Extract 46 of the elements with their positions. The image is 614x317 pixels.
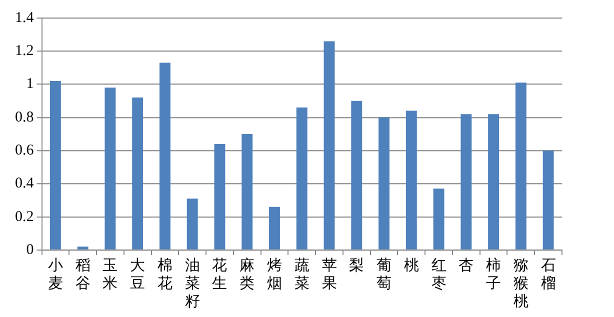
bar xyxy=(324,41,335,250)
x-tick-label: 油菜籽 xyxy=(184,256,200,310)
y-tick-label: 0.6 xyxy=(15,142,34,159)
x-tick-label: 红枣 xyxy=(431,256,446,292)
x-tick-label: 麻类 xyxy=(240,256,255,292)
y-tick-label: 0.2 xyxy=(15,208,34,225)
bar xyxy=(159,62,170,250)
y-tick-label: 0 xyxy=(26,242,34,258)
x-tick-label: 石榴 xyxy=(540,258,556,292)
bar xyxy=(50,80,61,250)
bar xyxy=(488,114,500,250)
y-tick-label: 0.4 xyxy=(15,176,34,192)
x-tick-label: 猕猴桃 xyxy=(513,258,528,310)
bar xyxy=(214,144,226,250)
x-tick-label: 梨 xyxy=(349,256,364,274)
y-tick-label: 0.8 xyxy=(15,109,34,126)
bar xyxy=(242,134,253,250)
x-tick-label: 杏 xyxy=(458,256,474,274)
bar xyxy=(351,100,362,250)
x-tick-label: 稻谷 xyxy=(75,258,90,292)
y-tick-label: 1.2 xyxy=(15,43,34,60)
x-tick-label: 桃 xyxy=(404,256,419,274)
bar xyxy=(186,198,198,250)
x-tick-label: 小麦 xyxy=(48,256,63,292)
x-tick-label: 烤烟 xyxy=(266,256,282,292)
x-tick-label: 玉米 xyxy=(102,258,118,292)
bar xyxy=(104,88,116,250)
x-tick-label: 苹果 xyxy=(322,256,337,292)
y-tick-label: 1 xyxy=(26,76,34,92)
y-tick-label: 1.4 xyxy=(15,10,34,26)
bar xyxy=(296,107,308,250)
bar xyxy=(378,117,390,250)
x-tick-label: 棉花 xyxy=(157,256,172,292)
x-tick-label: 柿子 xyxy=(486,256,502,292)
bar xyxy=(406,110,417,250)
bar xyxy=(542,150,554,250)
x-tick-label: 葡萄 xyxy=(376,256,392,292)
bar xyxy=(77,246,88,250)
x-tick-label: 大豆 xyxy=(130,256,146,292)
x-tick-label: 花生 xyxy=(212,256,228,292)
bar xyxy=(460,114,472,250)
bar xyxy=(132,98,144,250)
bar xyxy=(515,82,526,250)
bar xyxy=(433,188,444,250)
x-tick-label: 蔬菜 xyxy=(294,256,310,292)
bar xyxy=(269,206,280,250)
